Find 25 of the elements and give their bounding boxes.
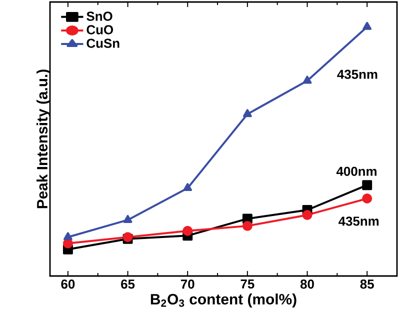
legend-label: CuSn: [86, 38, 120, 48]
point: [362, 22, 372, 30]
point: [302, 76, 312, 84]
point: [302, 210, 312, 220]
x-axis-title: B$_{2}$O$_{3}$ content (mol%): [150, 294, 296, 308]
annotation: 435nm: [337, 70, 378, 79]
point: [362, 180, 372, 190]
point: [123, 214, 132, 223]
legend-label: CuO: [86, 25, 114, 34]
point: [362, 194, 372, 204]
annotation: 435nm: [338, 216, 379, 226]
annotation: 400nm: [336, 166, 376, 176]
x-tick-label: 80: [300, 280, 314, 289]
x-tick-label: 60: [61, 280, 75, 289]
x-tick-label: 85: [360, 280, 374, 289]
legend-label: SnO: [86, 12, 112, 21]
x-tick-label: 75: [240, 280, 254, 289]
point: [242, 109, 252, 118]
point: [182, 226, 193, 236]
point: [183, 183, 192, 192]
x-tick-label: 65: [121, 280, 135, 289]
y-axis-title: Peak Intensity (a.u.): [36, 70, 50, 208]
x-tick-label: 70: [180, 280, 194, 289]
point: [242, 220, 252, 231]
point: [64, 232, 72, 240]
